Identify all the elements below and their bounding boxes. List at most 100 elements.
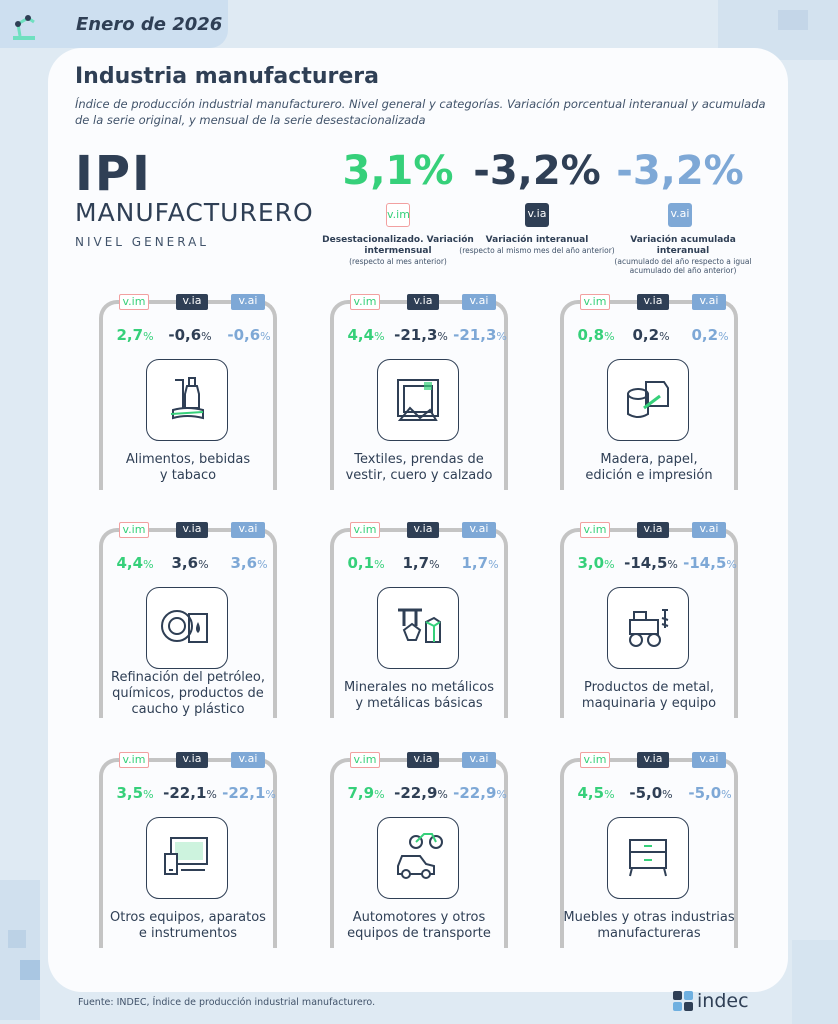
kpi-via-desc-text: Variación interanual	[485, 235, 589, 245]
ipi-manufacturero-heading: MANUFACTURERO	[75, 198, 314, 227]
category-label-line: Otros equipos, aparatos	[110, 910, 266, 925]
vim-badge: v.im	[580, 752, 610, 768]
kpi-via-badge: v.ia	[525, 203, 549, 227]
category-label: Otros equipos, aparatos e instrumentos	[99, 910, 277, 942]
category-label-line: edición e impresión	[585, 468, 713, 483]
kpi-vai-value: -3,2%	[616, 148, 744, 194]
category-tile: v.im v.ia v.ai 4,4% 3,6% 3,6% Refinación…	[99, 522, 277, 718]
vai-value: -14,5%	[683, 554, 737, 572]
wood-paper-icon	[627, 381, 669, 418]
via-badge: v.ia	[407, 294, 439, 310]
machinery-icon	[629, 609, 669, 647]
category-tile: v.im v.ia v.ai 2,7% -0,6% -0,6% Alimento…	[99, 294, 277, 490]
vim-value: 7,9%	[347, 784, 385, 802]
vai-badge: v.ai	[462, 522, 496, 538]
via-value: 0,2%	[632, 326, 670, 344]
vim-badge: v.im	[119, 752, 149, 768]
category-label-line: Textiles, prendas de	[354, 452, 484, 467]
category-label-line: Minerales no metálicos	[343, 680, 495, 695]
category-label: Alimentos, bebidas y tabaco	[99, 452, 277, 484]
date-tab	[0, 0, 228, 48]
kpi-vai-description: Variación acumulada interanual (acumulad…	[603, 235, 763, 275]
category-label: Productos de metal, maquinaria y equipo	[560, 680, 738, 712]
category-tile: v.im v.ia v.ai 3,5% -22,1% -22,1% Otros …	[99, 752, 277, 948]
kpi-vim-desc-small: (respecto al mes anterior)	[349, 257, 447, 266]
kpi-via-desc-small: (respecto al mismo mes del año anterior)	[459, 246, 615, 255]
via-badge: v.ia	[407, 752, 439, 768]
vim-badge: v.im	[350, 294, 380, 310]
devices-icon	[164, 837, 208, 875]
vai-badge: v.ai	[462, 752, 496, 768]
vim-value: 2,7%	[116, 326, 154, 344]
via-badge: v.ia	[176, 294, 208, 310]
category-tile: v.im v.ia v.ai 0,1% 1,7% 1,7% Minerales …	[330, 522, 508, 718]
category-label-line: químicos, productos de	[112, 686, 264, 701]
via-value: 1,7%	[402, 554, 440, 572]
vai-value: 1,7%	[461, 554, 499, 572]
category-tile: v.im v.ia v.ai 0,8% 0,2% 0,2% Madera, pa…	[560, 294, 738, 490]
vim-value: 3,5%	[116, 784, 154, 802]
category-label: Minerales no metálicos y metálicas básica…	[330, 680, 508, 712]
ipi-heading: IPI	[75, 146, 152, 202]
category-label-line: maquinaria y equipo	[581, 696, 717, 711]
category-label-line: Productos de metal,	[583, 680, 715, 695]
category-icon-box	[146, 359, 228, 441]
category-label-line: Muebles y otras industrias	[563, 910, 735, 925]
via-value: -22,9%	[394, 784, 448, 802]
robot-arm-icon	[13, 15, 35, 40]
vai-value: -5,0%	[688, 784, 732, 802]
vai-value: 0,2%	[691, 326, 729, 344]
category-label-line: Automotores y otros	[352, 910, 486, 925]
via-value: 3,6%	[171, 554, 209, 572]
oil-tire-icon	[161, 610, 208, 643]
vai-value: -22,1%	[222, 784, 276, 802]
via-badge: v.ia	[176, 752, 208, 768]
via-badge: v.ia	[637, 752, 669, 768]
category-label-line: Refinación del petróleo,	[111, 670, 265, 685]
vim-badge: v.im	[580, 522, 610, 538]
food-icon	[170, 377, 204, 420]
kpi-via-description: Variación interanual (respecto al mismo …	[457, 235, 617, 255]
vai-badge: v.ai	[462, 294, 496, 310]
via-badge: v.ia	[407, 522, 439, 538]
vai-value: -21,3%	[453, 326, 507, 344]
vim-value: 0,1%	[347, 554, 385, 572]
category-icon-box	[146, 817, 228, 899]
category-label-line: e instrumentos	[138, 926, 238, 941]
category-label: Refinación del petróleo, químicos, produc…	[99, 670, 277, 718]
vim-value: 4,4%	[116, 554, 154, 572]
category-label-line: y metálicas básicas	[355, 696, 483, 711]
vim-badge: v.im	[580, 294, 610, 310]
vai-value: -0,6%	[227, 326, 271, 344]
category-icon-box	[607, 817, 689, 899]
via-badge: v.ia	[637, 294, 669, 310]
kpi-vai-badge: v.ai	[668, 203, 692, 227]
vai-badge: v.ai	[231, 752, 265, 768]
category-label-line: Alimentos, bebidas	[125, 452, 251, 467]
vim-value: 0,8%	[577, 326, 615, 344]
category-tile: v.im v.ia v.ai 3,0% -14,5% -14,5% Produc…	[560, 522, 738, 718]
category-label-line: vestir, cuero y calzado	[345, 468, 493, 483]
report-date: Enero de 2026	[76, 14, 223, 35]
category-icon-box	[607, 359, 689, 441]
category-label: Textiles, prendas de vestir, cuero y calz…	[330, 452, 508, 484]
category-label-line: manufactureras	[597, 926, 701, 941]
category-label-line: caucho y plástico	[131, 702, 245, 717]
kpi-vai-desc-text: Variación acumulada interanual	[630, 235, 736, 256]
category-tile: v.im v.ia v.ai 4,4% -21,3% -21,3% Textil…	[330, 294, 508, 490]
kpi-vim-description: Desestacionalizado. Variación intermensu…	[318, 235, 478, 266]
via-value: -14,5%	[624, 554, 678, 572]
vai-badge: v.ai	[231, 294, 265, 310]
kpi-vim-value: 3,1%	[342, 148, 454, 194]
vehicles-icon	[397, 833, 443, 879]
via-value: -21,3%	[394, 326, 448, 344]
category-tile: v.im v.ia v.ai 4,5% -5,0% -5,0% Muebles …	[560, 752, 738, 948]
kpi-vim-desc-text: Desestacionalizado. Variación intermensu…	[322, 235, 474, 256]
category-tile: v.im v.ia v.ai 7,9% -22,9% -22,9% Automo…	[330, 752, 508, 948]
vim-value: 4,4%	[347, 326, 385, 344]
vai-badge: v.ai	[692, 294, 726, 310]
vai-value: -22,9%	[453, 784, 507, 802]
category-icon-box	[377, 817, 459, 899]
vai-badge: v.ai	[231, 522, 265, 538]
kpi-vai-desc-small: (acumulado del año respecto a igual acum…	[614, 257, 752, 275]
